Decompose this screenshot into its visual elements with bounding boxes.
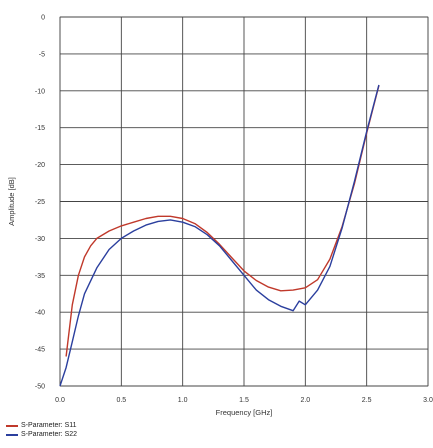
y-axis-label: Amplitude [dB] bbox=[7, 177, 16, 226]
y-tick-label: -5 bbox=[39, 51, 45, 58]
y-tick-label: -50 bbox=[35, 384, 45, 391]
legend-item-s11: S-Parameter: S11 bbox=[6, 421, 77, 430]
legend-swatch-s22 bbox=[6, 433, 18, 436]
x-tick-label: 0.0 bbox=[55, 397, 65, 404]
x-tick-label: 1.0 bbox=[178, 397, 188, 404]
x-tick-label: 1.5 bbox=[239, 397, 249, 404]
legend-label-s11: S-Parameter: S11 bbox=[21, 422, 77, 429]
x-tick-label: 3.0 bbox=[423, 397, 433, 404]
y-tick-label: -45 bbox=[35, 347, 45, 354]
y-tick-label: -30 bbox=[35, 236, 45, 243]
y-tick-label: -10 bbox=[35, 88, 45, 95]
y-tick-label: -20 bbox=[35, 162, 45, 169]
y-tick-label: -40 bbox=[35, 310, 45, 317]
x-tick-label: 2.0 bbox=[300, 397, 310, 404]
y-tick-label: -35 bbox=[35, 273, 45, 280]
y-tick-label: 0 bbox=[41, 15, 45, 22]
legend: S-Parameter: S11 S-Parameter: S22 bbox=[6, 421, 77, 439]
y-tick-labels: 0 -5 -10 -15 -20 -25 -30 -35 -40 -45 -50 bbox=[35, 15, 45, 391]
grid bbox=[59, 16, 429, 387]
legend-swatch-s11 bbox=[6, 424, 18, 427]
x-tick-labels: 0.0 0.5 1.0 1.5 2.0 2.5 3.0 bbox=[55, 397, 433, 404]
series-line-s22 bbox=[59, 84, 380, 387]
y-tick-label: -25 bbox=[35, 199, 45, 206]
legend-label-s22: S-Parameter: S22 bbox=[21, 431, 78, 438]
legend-item-s22: S-Parameter: S22 bbox=[6, 430, 77, 439]
x-axis-label: Frequency [GHz] bbox=[216, 408, 273, 417]
x-tick-label: 2.5 bbox=[362, 397, 372, 404]
y-tick-label: -15 bbox=[35, 125, 45, 132]
series-line-s11 bbox=[65, 85, 380, 357]
x-tick-label: 0.5 bbox=[116, 397, 126, 404]
plot-area bbox=[59, 84, 380, 387]
